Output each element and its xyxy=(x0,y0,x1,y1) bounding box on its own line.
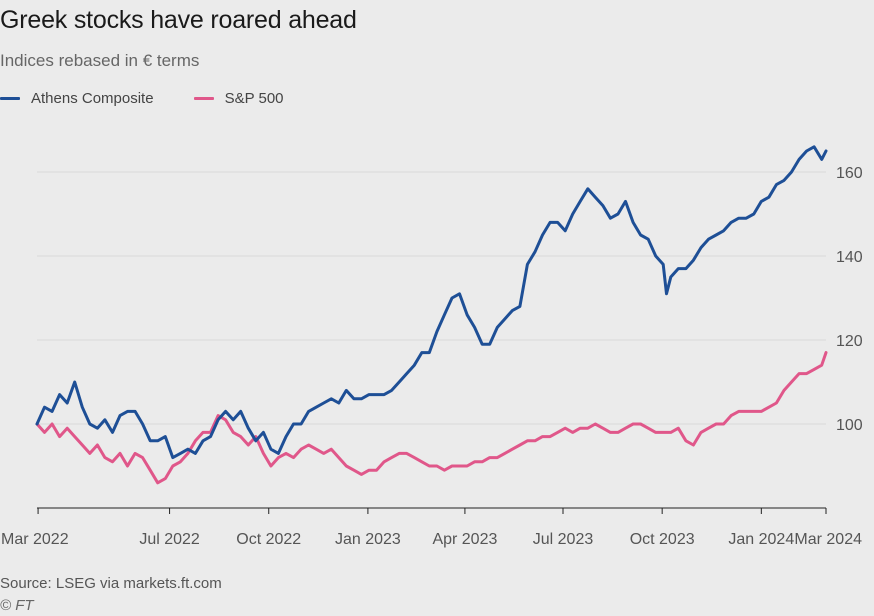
legend-swatch-sp500 xyxy=(193,97,214,100)
legend-label-sp500: S&P 500 xyxy=(224,90,284,107)
y-tick-label: 140 xyxy=(836,249,863,266)
y-tick-label: 100 xyxy=(836,417,863,434)
x-axis: Mar 2022 Jul 2022 Oct 2022 Jan 2023 Apr 2023… xyxy=(1,507,862,548)
x-tick-label: Oct 2022 xyxy=(236,531,301,548)
chart-title: Greek stocks have roared ahead xyxy=(0,6,357,34)
legend-item-athens: Athens Composite xyxy=(0,90,154,107)
y-axis: 100 120 140 160 xyxy=(836,165,863,434)
series-line-s-p-500 xyxy=(35,351,828,485)
y-tick-label: 120 xyxy=(836,333,863,350)
legend-swatch-athens xyxy=(0,97,20,100)
source-note: Source: LSEG via markets.ft.com xyxy=(0,575,222,592)
x-tick-label: Jul 2022 xyxy=(139,531,200,548)
legend: Athens Composite S&P 500 xyxy=(0,90,324,107)
legend-item-sp500: S&P 500 xyxy=(193,90,284,107)
x-tick-label: Mar 2022 xyxy=(1,531,69,548)
y-tick-label: 160 xyxy=(836,165,863,182)
x-tick-label: Apr 2023 xyxy=(432,531,497,548)
x-tick-label: Oct 2023 xyxy=(630,531,695,548)
series-lines xyxy=(35,145,828,485)
gridlines xyxy=(37,171,826,425)
x-tick-label: Jan 2023 xyxy=(335,531,401,548)
series-line-athens-composite xyxy=(35,145,828,460)
x-tick-label: Jul 2023 xyxy=(533,531,594,548)
x-tick-label: Jan 2024 xyxy=(728,531,794,548)
copyright-note: © FT xyxy=(0,597,34,614)
chart-subtitle: Indices rebased in € terms xyxy=(0,51,200,70)
legend-label-athens: Athens Composite xyxy=(31,90,154,107)
x-tick-label: Mar 2024 xyxy=(794,531,862,548)
